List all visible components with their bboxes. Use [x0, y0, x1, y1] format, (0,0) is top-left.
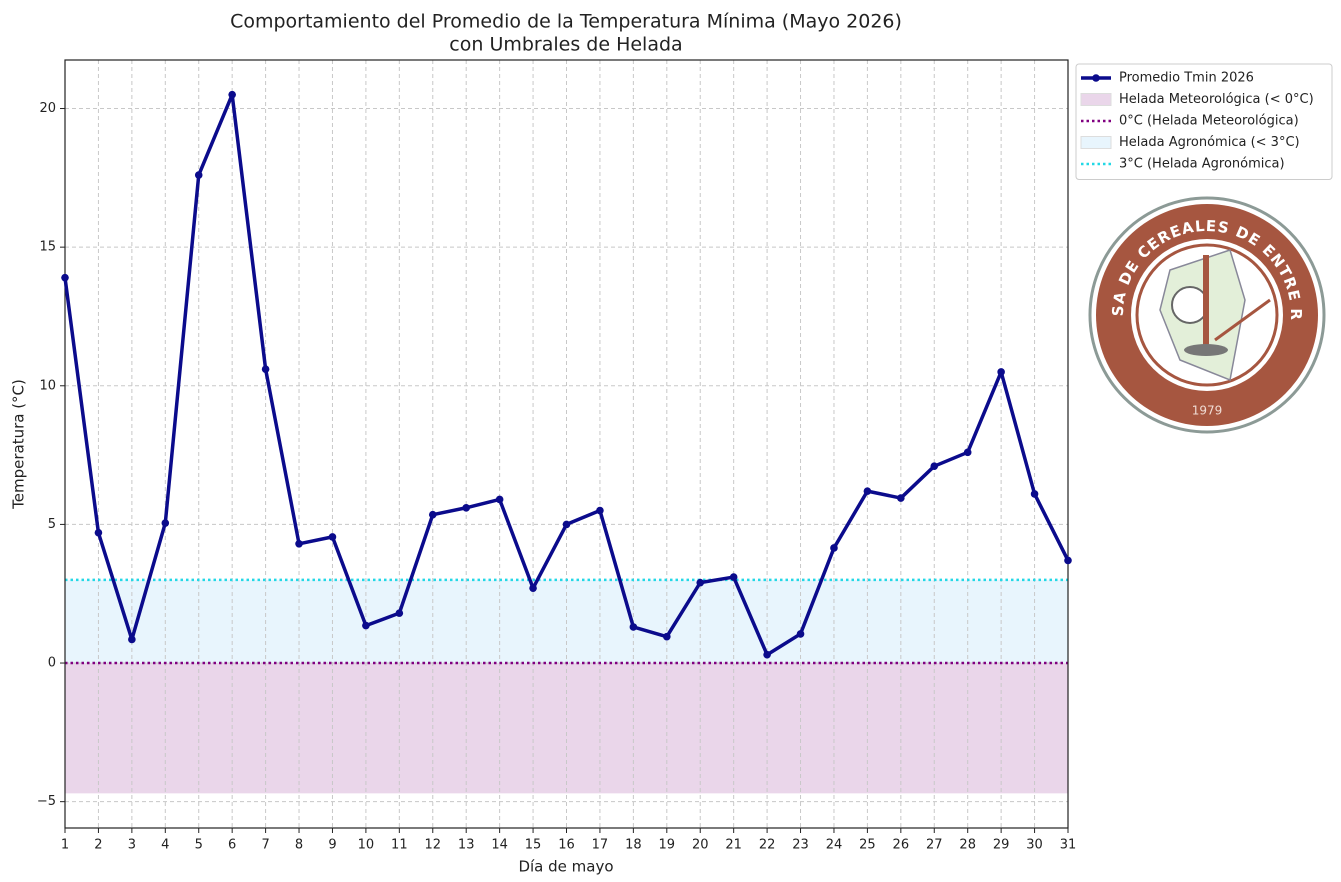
x-tick-label: 4 — [161, 838, 169, 853]
data-point — [763, 650, 771, 659]
x-tick-label: 10 — [358, 838, 375, 853]
data-point — [562, 520, 571, 529]
legend-swatch — [1080, 93, 1112, 106]
data-point — [295, 540, 303, 548]
x-tick-label: 27 — [926, 838, 943, 853]
x-tick-label: 11 — [391, 838, 408, 853]
data-point — [696, 578, 705, 587]
x-tick-label: 22 — [759, 838, 776, 853]
data-point — [997, 368, 1005, 376]
legend-label: Helada Meteorológica (< 0°C) — [1119, 92, 1314, 107]
x-tick-label: 18 — [625, 838, 642, 853]
logo-year: 1979 — [1192, 404, 1223, 418]
legend-label: Helada Agronómica (< 3°C) — [1119, 135, 1300, 150]
legend-label: Promedio Tmin 2026 — [1119, 71, 1254, 86]
x-tick-label: 6 — [228, 838, 236, 853]
x-tick-label: 8 — [295, 838, 303, 853]
data-point — [930, 462, 939, 470]
plot-frame — [64, 59, 1069, 829]
data-point — [362, 621, 370, 630]
data-point — [529, 584, 537, 592]
chart-title: con Umbrales de Helada — [449, 34, 682, 56]
y-axis-label: Temperatura (°C) — [10, 379, 28, 510]
chart-title: Comportamiento del Promedio de la Temper… — [230, 11, 902, 33]
x-tick-label: 23 — [792, 838, 809, 853]
data-point — [629, 623, 638, 631]
y-tick-label: 0 — [48, 656, 56, 671]
x-tick-label: 12 — [424, 838, 441, 853]
data-point — [395, 609, 404, 617]
x-tick-label: 28 — [959, 838, 976, 853]
data-line — [63, 92, 1070, 657]
x-tick-label: 2 — [94, 838, 102, 853]
x-tick-label: 16 — [558, 838, 575, 853]
legend-swatch — [1080, 136, 1112, 149]
x-tick-label: 29 — [993, 838, 1010, 853]
data-point — [194, 171, 203, 179]
data-point — [228, 90, 236, 99]
data-point — [963, 448, 972, 457]
data-point — [128, 635, 136, 644]
data-point — [897, 494, 905, 502]
y-tick-label: 15 — [39, 240, 56, 255]
legend-label: 0°C (Helada Meteorológica) — [1119, 114, 1299, 129]
legend-label: 3°C (Helada Agronómica) — [1119, 157, 1285, 172]
x-tick-label: 9 — [328, 838, 336, 853]
x-tick-label: 13 — [458, 838, 475, 853]
x-tick-label: 17 — [592, 838, 609, 853]
data-point — [495, 495, 504, 504]
x-tick-label: 5 — [195, 838, 203, 853]
data-point — [328, 533, 337, 541]
data-point — [61, 273, 69, 282]
x-tick-label: 26 — [893, 838, 910, 853]
data-point — [428, 510, 437, 519]
y-tick-label: 10 — [39, 378, 56, 393]
data-point — [1030, 490, 1039, 498]
data-point — [863, 487, 872, 495]
data-point — [729, 573, 738, 581]
data-point — [462, 503, 471, 512]
x-tick-label: 31 — [1060, 838, 1077, 853]
legend-box — [1075, 63, 1333, 180]
data-point — [94, 528, 103, 537]
x-tick-label: 15 — [525, 838, 542, 853]
x-tick-label: 21 — [725, 838, 742, 853]
y-tick-label: −5 — [37, 794, 56, 809]
x-tick-label: 24 — [826, 838, 843, 853]
x-tick-label: 25 — [859, 838, 876, 853]
x-tick-label: 7 — [261, 838, 269, 853]
x-tick-label: 3 — [128, 838, 136, 853]
x-tick-label: 1 — [61, 838, 69, 853]
data-point — [161, 519, 170, 527]
legend: Promedio Tmin 2026 Helada Meteorológica (… — [1075, 63, 1333, 180]
x-tick-label: 14 — [491, 838, 508, 853]
x-axis-label: Día de mayo — [518, 858, 613, 876]
data-point — [830, 544, 838, 552]
x-tick-label: 20 — [692, 838, 709, 853]
legend-swatch — [1092, 74, 1100, 82]
data-point — [663, 632, 671, 641]
x-tick-label: 19 — [659, 838, 676, 853]
data-point — [796, 630, 805, 638]
data-point — [1064, 556, 1072, 565]
x-tick-label: 30 — [1026, 838, 1043, 853]
data-point — [596, 506, 604, 515]
y-tick-label: 5 — [48, 517, 56, 532]
data-point — [261, 365, 270, 373]
y-tick-label: 20 — [39, 101, 56, 116]
